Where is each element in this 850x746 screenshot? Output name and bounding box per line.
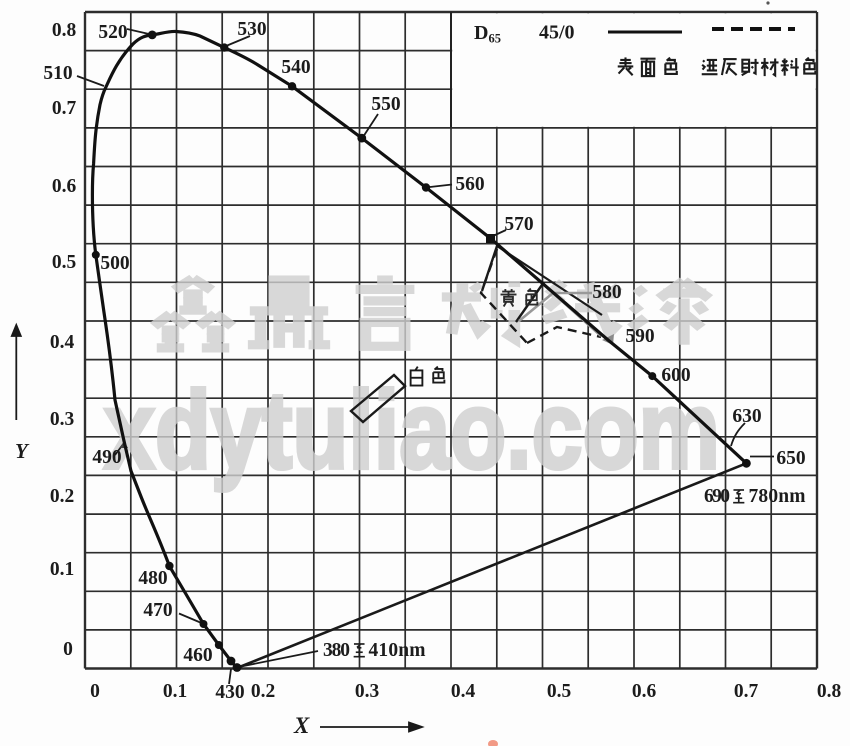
svg-text:560: 560	[455, 174, 484, 195]
svg-text:540: 540	[281, 57, 310, 78]
svg-text:xdytuliao.com: xdytuliao.com	[104, 369, 720, 492]
svg-text:0.2: 0.2	[251, 681, 275, 702]
svg-text:520: 520	[98, 22, 127, 43]
svg-text:0.3: 0.3	[50, 409, 75, 430]
svg-text:380: 380	[323, 640, 350, 661]
svg-text:0.1: 0.1	[50, 559, 74, 580]
svg-text:0.2: 0.2	[50, 486, 74, 507]
svg-text:580: 580	[592, 282, 621, 303]
svg-text:0.6: 0.6	[632, 681, 657, 702]
svg-text:570: 570	[504, 214, 533, 235]
svg-text:480: 480	[138, 568, 167, 589]
svg-text:500: 500	[100, 253, 129, 274]
svg-text:780nm: 780nm	[749, 486, 806, 507]
svg-text:0: 0	[90, 681, 100, 702]
svg-text:0.3: 0.3	[355, 681, 380, 702]
svg-text:0.4: 0.4	[451, 681, 476, 702]
svg-text:690: 690	[704, 486, 730, 507]
svg-text:550: 550	[371, 94, 400, 115]
svg-text:410nm: 410nm	[369, 640, 426, 661]
svg-text:650: 650	[776, 448, 805, 469]
svg-text:0: 0	[63, 639, 73, 660]
svg-text:45/0: 45/0	[539, 22, 575, 44]
svg-text:0.5: 0.5	[547, 681, 572, 702]
svg-text:X: X	[293, 713, 310, 738]
svg-text:0.4: 0.4	[50, 332, 75, 353]
svg-text:0.6: 0.6	[52, 176, 77, 197]
svg-text:0.8: 0.8	[817, 681, 842, 702]
svg-text:530: 530	[237, 19, 266, 40]
svg-text:Y: Y	[15, 439, 30, 463]
svg-text:590: 590	[625, 326, 654, 347]
svg-text:490: 490	[92, 447, 121, 468]
svg-text:0.8: 0.8	[52, 20, 77, 41]
svg-text:630: 630	[732, 406, 761, 427]
svg-text:0.1: 0.1	[163, 681, 187, 702]
svg-text:0.7: 0.7	[734, 681, 759, 702]
svg-text:460: 460	[183, 645, 212, 666]
svg-text:600: 600	[661, 365, 690, 386]
svg-text:430: 430	[215, 682, 244, 703]
svg-text:510: 510	[43, 63, 72, 84]
svg-text:0.7: 0.7	[52, 98, 77, 119]
svg-text:470: 470	[143, 600, 172, 621]
svg-text:0.5: 0.5	[52, 252, 77, 273]
